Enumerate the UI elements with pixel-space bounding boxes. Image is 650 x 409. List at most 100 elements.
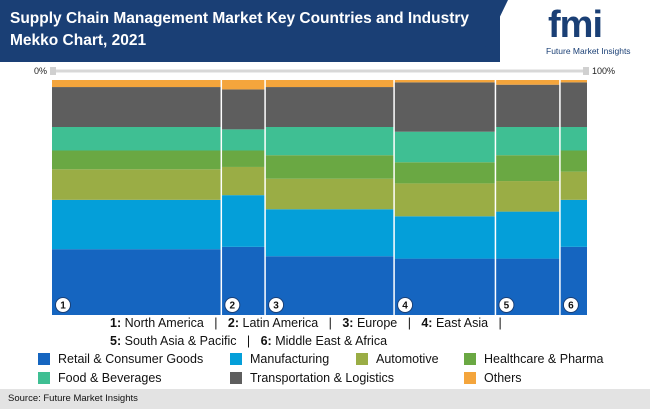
mekko-segment <box>221 80 266 90</box>
mekko-segment <box>52 249 222 315</box>
mekko-segment <box>495 84 560 127</box>
separator: | <box>246 334 251 348</box>
legend-label: Retail & Consumer Goods <box>58 352 204 366</box>
legend-swatch <box>38 372 50 384</box>
mekko-segment <box>221 129 266 151</box>
mekko-segment <box>394 183 496 217</box>
column-number-badge <box>498 297 515 313</box>
column-number-badge <box>562 297 579 313</box>
column-number-label: 2 <box>230 301 236 312</box>
legend-label: Manufacturing <box>250 352 330 366</box>
country-legend-line-1: 1: North America | 2: Latin America | 3:… <box>110 316 502 330</box>
mekko-segment <box>265 155 395 179</box>
legend-transportation: Transportation & Logistics <box>230 371 394 385</box>
column-number-badge <box>55 297 71 313</box>
mekko-segment <box>265 256 395 315</box>
axis-end-label: 100% <box>592 66 616 76</box>
logo-panel <box>500 0 650 62</box>
mekko-segment <box>394 80 496 83</box>
mekko-segment <box>559 150 587 172</box>
mekko-segment <box>52 80 222 88</box>
country-num-4: 4: <box>421 316 433 330</box>
mekko-segment <box>52 87 222 127</box>
legend-label: Transportation & Logistics <box>250 371 395 385</box>
column-number-label: 4 <box>402 301 408 312</box>
legend-food: Food & Beverages <box>38 371 162 385</box>
mekko-segment <box>495 80 560 85</box>
mekko-segment <box>52 169 222 200</box>
mekko-segment <box>559 82 587 127</box>
mekko-segment <box>221 195 266 247</box>
mekko-segment <box>221 89 266 130</box>
country-name-4: East Asia <box>435 316 489 330</box>
mekko-segment <box>221 166 266 196</box>
legend-retail: Retail & Consumer Goods <box>38 352 203 366</box>
mekko-segment <box>559 127 587 151</box>
separator: | <box>407 316 411 330</box>
legend-others: Others <box>464 371 522 385</box>
mekko-segment <box>394 216 496 259</box>
logo-text: fmi <box>548 4 603 46</box>
source-note: Source: Future Market Insights <box>0 389 650 409</box>
legend-swatch <box>38 353 50 365</box>
column-number-badge <box>268 297 285 313</box>
country-name-6: Middle East & Africa <box>275 334 388 348</box>
header-slant <box>478 0 508 62</box>
mekko-segment <box>394 131 496 163</box>
axis-start-label: 0% <box>34 66 48 76</box>
legend-label: Automotive <box>376 352 439 366</box>
column-number-label: 5 <box>504 301 510 312</box>
country-name-3: Europe <box>356 316 398 330</box>
legend-label: Food & Beverages <box>58 371 162 385</box>
mekko-segment <box>495 181 560 212</box>
mekko-segment <box>265 80 395 88</box>
mekko-segment <box>265 178 395 210</box>
mekko-segment <box>265 87 395 127</box>
mekko-segment <box>495 155 560 182</box>
column-number-label: 6 <box>568 301 574 312</box>
country-num-3: 3: <box>342 316 354 330</box>
country-num-6: 6: <box>260 334 272 348</box>
legend-label: Others <box>484 371 522 385</box>
mekko-segment <box>394 162 496 184</box>
mekko-segment <box>559 199 587 247</box>
legend-automotive: Automotive <box>356 352 439 366</box>
axis-start-marker <box>50 67 56 75</box>
mekko-segment <box>394 82 496 132</box>
legend-swatch <box>230 372 242 384</box>
mekko-segment <box>52 127 222 151</box>
axis-end-marker <box>583 67 589 75</box>
mekko-segment <box>52 199 222 250</box>
mekko-segment <box>495 127 560 156</box>
legend-label: Healthcare & Pharma <box>484 352 604 366</box>
separator: | <box>498 316 502 330</box>
legend-swatch <box>230 353 242 365</box>
mekko-segment <box>495 211 560 259</box>
mekko-segment <box>52 150 222 170</box>
country-name-1: North America <box>124 316 204 330</box>
country-num-2: 2: <box>227 316 240 330</box>
fmi-logo: fmi Future Market Insights <box>540 4 650 62</box>
country-num-1: 1: <box>110 316 122 330</box>
country-legend-line-2: 5: South Asia & Pacific | 6: Middle East… <box>110 334 387 348</box>
column-number-badge <box>224 297 241 313</box>
country-name-2: Latin America <box>242 316 319 330</box>
legend-swatch <box>464 353 476 365</box>
legend-manufacturing: Manufacturing <box>230 352 329 366</box>
column-number-badge <box>397 297 414 313</box>
column-number-label: 3 <box>273 301 279 312</box>
country-num-5: 5: <box>110 334 122 348</box>
mekko-segment <box>559 80 587 83</box>
mekko-segment <box>265 209 395 257</box>
mekko-segment <box>265 127 395 156</box>
separator: | <box>328 316 332 330</box>
legend-swatch <box>464 372 476 384</box>
chart-title: Supply Chain Management Market Key Count… <box>10 10 470 49</box>
country-name-5: South Asia & Pacific <box>124 334 237 348</box>
mekko-segment <box>559 171 587 200</box>
column-number-label: 1 <box>60 301 66 312</box>
separator: | <box>214 316 218 330</box>
legend-swatch <box>356 353 368 365</box>
legend-healthcare: Healthcare & Pharma <box>464 352 604 366</box>
